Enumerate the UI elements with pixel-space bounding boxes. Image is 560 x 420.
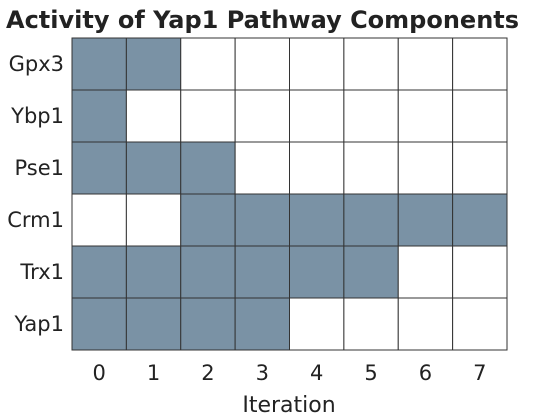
- heatmap-cell-crm1-3: [234, 193, 291, 247]
- heatmap-cell-gpx3-5: [343, 37, 399, 91]
- column-label-0: 0: [93, 361, 106, 385]
- heatmap-cell-ybp1-0: [71, 89, 127, 143]
- heatmap-cell-ybp1-1: [125, 89, 182, 143]
- heatmap-cell-crm1-1: [125, 193, 182, 247]
- heatmap-cell-ybp1-2: [180, 89, 236, 143]
- column-label-1: 1: [147, 361, 160, 385]
- column-label-3: 3: [256, 361, 269, 385]
- heatmap-cell-ybp1-5: [343, 89, 399, 143]
- heatmap-cell-trx1-0: [71, 245, 127, 299]
- heatmap-cell-yap1-1: [125, 297, 182, 351]
- heatmap-cell-ybp1-7: [452, 89, 508, 143]
- heatmap-cell-ybp1-4: [289, 89, 345, 143]
- heatmap-cell-trx1-5: [343, 245, 399, 299]
- heatmap-cell-pse1-1: [125, 141, 182, 195]
- column-label-5: 5: [364, 361, 377, 385]
- heatmap-cell-gpx3-4: [289, 37, 345, 91]
- column-label-6: 6: [419, 361, 432, 385]
- row-label-gpx3: Gpx3: [9, 52, 64, 76]
- row-labels: Gpx3 Ybp1 Pse1 Crm1 Trx1 Yap1: [7, 52, 64, 336]
- heatmap-cell-yap1-0: [71, 297, 127, 351]
- heatmap-cell-trx1-1: [125, 245, 182, 299]
- heatmap-cell-crm1-7: [452, 193, 508, 247]
- column-label-4: 4: [310, 361, 323, 385]
- heatmap-cell-yap1-7: [452, 297, 508, 351]
- heatmap-cell-pse1-2: [180, 141, 236, 195]
- heatmap-cell-gpx3-6: [397, 37, 454, 91]
- x-axis-label: Iteration: [242, 393, 335, 418]
- heatmap-cell-yap1-6: [397, 297, 454, 351]
- heatmap-cell-pse1-0: [71, 141, 127, 195]
- heatmap-cell-trx1-2: [180, 245, 236, 299]
- row-label-ybp1: Ybp1: [10, 104, 64, 128]
- column-label-2: 2: [201, 361, 214, 385]
- column-label-7: 7: [473, 361, 486, 385]
- heatmap-cell-crm1-5: [343, 193, 399, 247]
- row-label-pse1: Pse1: [14, 156, 64, 180]
- heatmap-cells: [71, 37, 508, 351]
- chart-title: Activity of Yap1 Pathway Components: [6, 6, 519, 34]
- heatmap-cell-crm1-6: [397, 193, 454, 247]
- heatmap-cell-crm1-0: [71, 193, 127, 247]
- heatmap-cell-trx1-6: [397, 245, 454, 299]
- heatmap-cell-gpx3-3: [234, 37, 291, 91]
- heatmap-cell-yap1-3: [234, 297, 291, 351]
- heatmap-cell-pse1-4: [289, 141, 345, 195]
- heatmap-cell-crm1-2: [180, 193, 236, 247]
- heatmap-cell-yap1-2: [180, 297, 236, 351]
- heatmap-cell-pse1-7: [452, 141, 508, 195]
- heatmap-cell-trx1-7: [452, 245, 508, 299]
- heatmap-cell-pse1-3: [234, 141, 291, 195]
- heatmap-cell-pse1-6: [397, 141, 454, 195]
- heatmap-cell-yap1-5: [343, 297, 399, 351]
- heatmap-cell-ybp1-3: [234, 89, 291, 143]
- column-labels: 0 1 2 3 4 5 6 7: [93, 361, 487, 385]
- heatmap-cell-trx1-4: [289, 245, 345, 299]
- row-label-yap1: Yap1: [14, 312, 65, 336]
- heatmap-cell-gpx3-7: [452, 37, 508, 91]
- heatmap-cell-pse1-5: [343, 141, 399, 195]
- heatmap-cell-gpx3-0: [71, 37, 127, 91]
- heatmap-cell-trx1-3: [234, 245, 291, 299]
- heatmap-cell-yap1-4: [289, 297, 345, 351]
- heatmap-cell-gpx3-2: [180, 37, 236, 91]
- heatmap-cell-gpx3-1: [125, 37, 182, 91]
- row-label-crm1: Crm1: [7, 208, 64, 232]
- row-label-trx1: Trx1: [19, 260, 64, 284]
- heatmap-cell-crm1-4: [289, 193, 345, 247]
- heatmap-cell-ybp1-6: [397, 89, 454, 143]
- heatmap-border: [71, 37, 508, 351]
